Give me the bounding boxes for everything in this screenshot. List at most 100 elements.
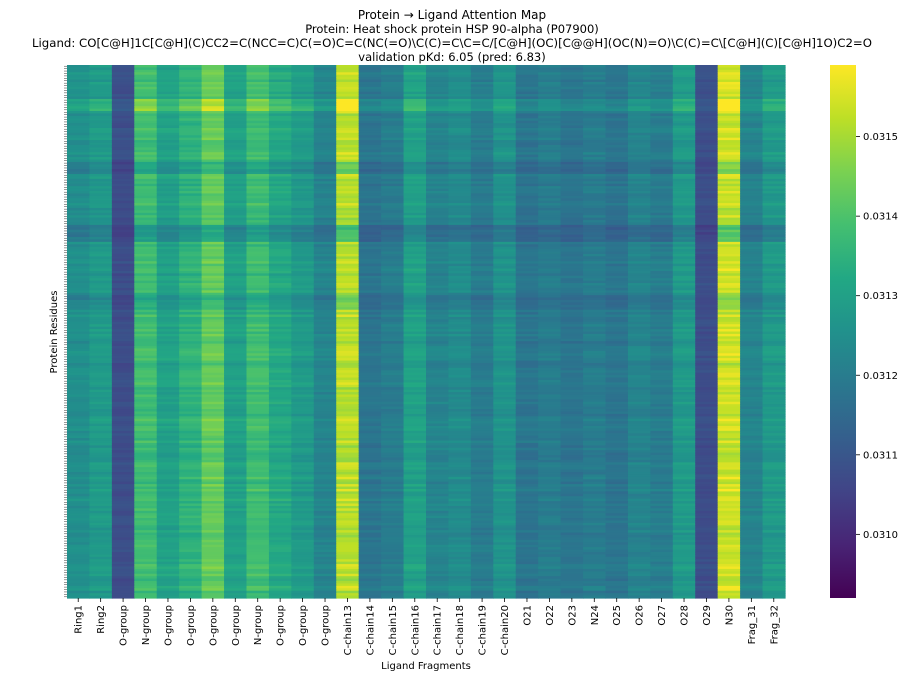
heatmap-cell	[313, 200, 337, 204]
heatmap-cell	[111, 290, 135, 294]
heatmap-cell	[313, 132, 337, 136]
heatmap-cell	[470, 539, 494, 543]
heatmap-cell	[313, 559, 337, 563]
heatmap-cell	[515, 501, 539, 505]
heatmap-cell	[313, 135, 337, 139]
heatmap-cell	[67, 86, 91, 90]
heatmap-cell	[358, 353, 382, 357]
heatmap-cell	[67, 476, 91, 480]
heatmap-cell	[268, 79, 292, 83]
heatmap-cell	[336, 251, 360, 255]
heatmap-cell	[201, 253, 225, 257]
heatmap-cell	[538, 287, 562, 291]
heatmap-cell	[358, 377, 382, 381]
heatmap-cell	[291, 176, 315, 180]
heatmap-cell	[336, 227, 360, 231]
heatmap-cell	[538, 518, 562, 522]
heatmap-cell	[268, 181, 292, 185]
heatmap-cell	[403, 338, 427, 342]
heatmap-cell	[426, 566, 450, 570]
heatmap-cell	[448, 300, 472, 304]
heatmap-cell	[403, 169, 427, 173]
heatmap-cell	[224, 547, 248, 551]
heatmap-cell	[358, 481, 382, 485]
heatmap-cell	[515, 530, 539, 534]
heatmap-cell	[134, 590, 158, 594]
heatmap-cell	[426, 203, 450, 207]
heatmap-cell	[538, 346, 562, 350]
heatmap-cell	[515, 241, 539, 245]
heatmap-cell	[291, 127, 315, 132]
heatmap-cell	[403, 152, 427, 156]
heatmap-cell	[67, 430, 91, 434]
heatmap-cell	[313, 409, 337, 413]
heatmap-cell	[89, 367, 113, 371]
heatmap-cell	[134, 198, 158, 202]
heatmap-cell	[67, 285, 91, 289]
heatmap-cell	[268, 200, 292, 204]
heatmap-cell	[560, 195, 584, 199]
heatmap-cell	[291, 86, 315, 90]
heatmap-cell	[89, 285, 113, 289]
heatmap-cell	[336, 268, 360, 272]
heatmap-cell	[426, 149, 450, 153]
heatmap-cell	[336, 442, 360, 446]
heatmap-cell	[336, 312, 360, 316]
heatmap-cell	[448, 510, 472, 514]
heatmap-cell	[246, 314, 270, 318]
heatmap-cell	[201, 389, 225, 393]
heatmap-cell	[134, 316, 158, 320]
heatmap-cell	[358, 585, 382, 589]
heatmap-cell	[156, 84, 180, 88]
heatmap-cell	[381, 312, 405, 316]
heatmap-cell	[403, 217, 427, 221]
heatmap-cell	[538, 525, 562, 529]
heatmap-cell	[268, 595, 292, 599]
heatmap-cell	[515, 457, 539, 461]
heatmap-cell	[358, 174, 382, 178]
heatmap-cell	[179, 353, 203, 357]
heatmap-cell	[448, 111, 472, 115]
heatmap-cell	[111, 551, 135, 555]
heatmap-cell	[89, 462, 113, 466]
heatmap-cell	[201, 459, 225, 463]
heatmap-cell	[67, 98, 91, 102]
heatmap-cell	[111, 573, 135, 577]
heatmap-cell	[156, 435, 180, 439]
heatmap-cell	[224, 89, 248, 93]
heatmap-cell	[426, 224, 450, 228]
heatmap-cell	[156, 67, 180, 71]
heatmap-cell	[538, 535, 562, 539]
heatmap-cell	[291, 183, 315, 187]
heatmap-cell	[268, 578, 292, 582]
heatmap-cell	[246, 132, 270, 136]
heatmap-cell	[156, 101, 180, 105]
heatmap-cell	[538, 159, 562, 163]
heatmap-cell	[201, 316, 225, 320]
heatmap-cell	[336, 413, 360, 417]
heatmap-cell	[336, 266, 360, 270]
heatmap-cell	[89, 520, 113, 524]
heatmap-cell	[67, 333, 91, 337]
heatmap-cell	[470, 384, 494, 388]
heatmap-cell	[201, 292, 225, 296]
heatmap-cell	[313, 183, 337, 187]
heatmap-cell	[111, 210, 135, 214]
heatmap-cell	[67, 241, 91, 245]
heatmap-cell	[403, 283, 427, 287]
heatmap-cell	[201, 331, 225, 335]
heatmap-cell	[403, 593, 427, 597]
heatmap-cell	[515, 447, 539, 451]
heatmap-cell	[493, 190, 517, 194]
heatmap-cell	[134, 336, 158, 340]
heatmap-cell	[358, 157, 382, 161]
heatmap-cell	[179, 469, 203, 473]
heatmap-cell	[358, 535, 382, 539]
heatmap-cell	[224, 266, 248, 270]
heatmap-cell	[381, 535, 405, 539]
heatmap-cell	[358, 94, 382, 98]
heatmap-cell	[246, 527, 270, 531]
heatmap-cell	[246, 74, 270, 78]
heatmap-cell	[493, 140, 517, 144]
heatmap-cell	[268, 484, 292, 488]
